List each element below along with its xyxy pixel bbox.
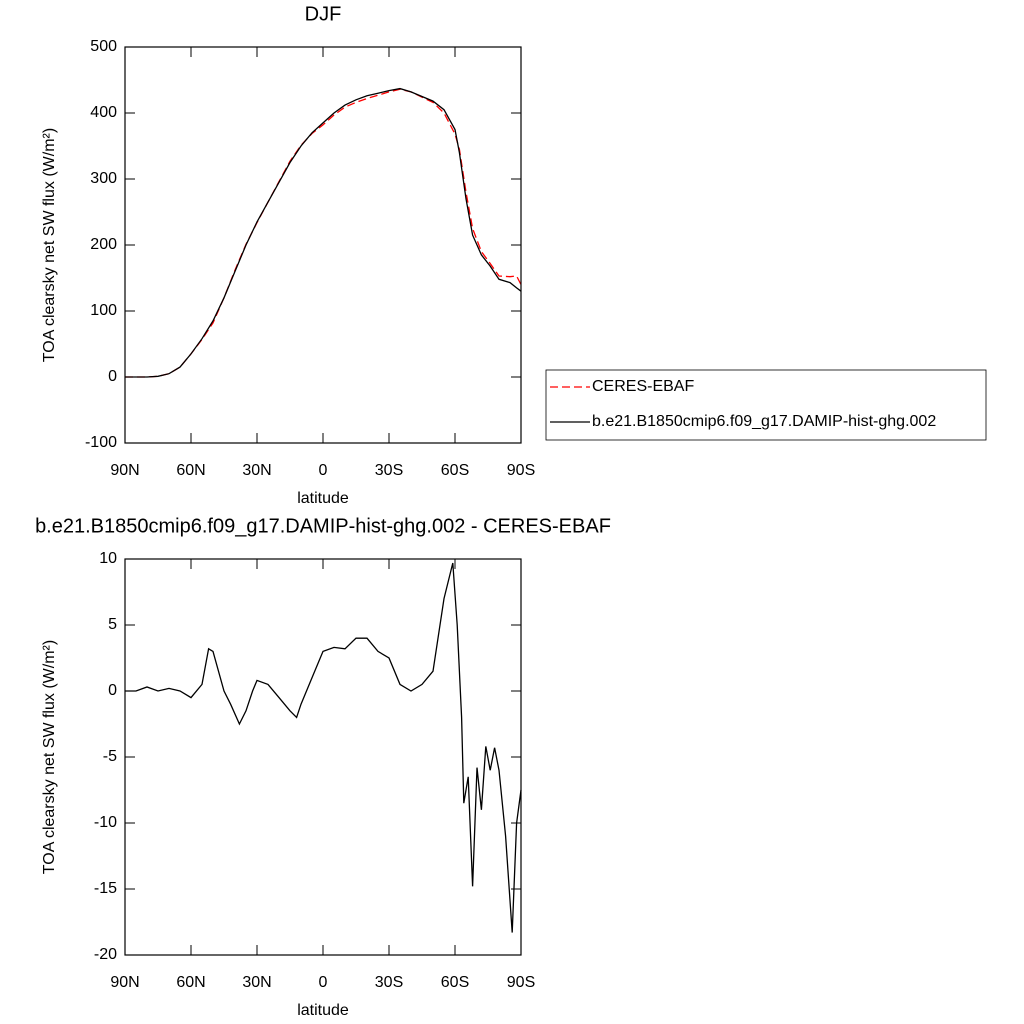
data-line: [125, 562, 522, 933]
x-tick-label: 30S: [375, 462, 403, 479]
y-tick-label: 10: [99, 550, 117, 567]
y-tick-label: 400: [90, 104, 117, 121]
x-tick-label: 60S: [441, 462, 469, 479]
x-tick-label: 90S: [507, 974, 535, 991]
y-tick-label: -10: [94, 814, 117, 831]
legend-label: CERES-EBAF: [592, 378, 694, 395]
y-tick-label: 0: [108, 368, 117, 385]
x-tick-label: 30N: [242, 462, 271, 479]
x-tick-label: 0: [319, 974, 328, 991]
x-axis-label: latitude: [297, 490, 349, 507]
plot-frame: [124, 46, 522, 444]
x-axis-label: latitude: [297, 1002, 349, 1019]
chart-title: DJF: [305, 3, 342, 25]
x-tick-label: 60S: [441, 974, 469, 991]
y-tick-label: -20: [94, 946, 117, 963]
y-tick-label: 100: [90, 302, 117, 319]
y-tick-label: 0: [108, 682, 117, 699]
x-tick-label: 30S: [375, 974, 403, 991]
y-axis-label: TOA clearsky net SW flux (W/m²): [41, 640, 58, 874]
x-tick-label: 60N: [176, 462, 205, 479]
y-tick-label: -15: [94, 880, 117, 897]
x-tick-label: 60N: [176, 974, 205, 991]
x-tick-label: 90S: [507, 462, 535, 479]
plot-frame: [124, 558, 522, 956]
y-tick-label: -5: [103, 748, 117, 765]
y-tick-label: 200: [90, 236, 117, 253]
y-tick-label: 5: [108, 616, 117, 633]
legend-label: b.e21.B1850cmip6.f09_g17.DAMIP-hist-ghg.…: [592, 413, 936, 430]
chart-title: b.e21.B1850cmip6.f09_g17.DAMIP-hist-ghg.…: [35, 515, 611, 537]
x-tick-label: 0: [319, 462, 328, 479]
data-line: [125, 88, 522, 378]
y-tick-label: -100: [85, 434, 117, 451]
data-line: [125, 87, 522, 378]
y-tick-label: 300: [90, 170, 117, 187]
y-tick-label: 500: [90, 38, 117, 55]
legend-box: [545, 369, 987, 441]
x-tick-label: 90N: [110, 462, 139, 479]
x-tick-label: 30N: [242, 974, 271, 991]
x-tick-label: 90N: [110, 974, 139, 991]
y-axis-label: TOA clearsky net SW flux (W/m²): [41, 128, 58, 362]
